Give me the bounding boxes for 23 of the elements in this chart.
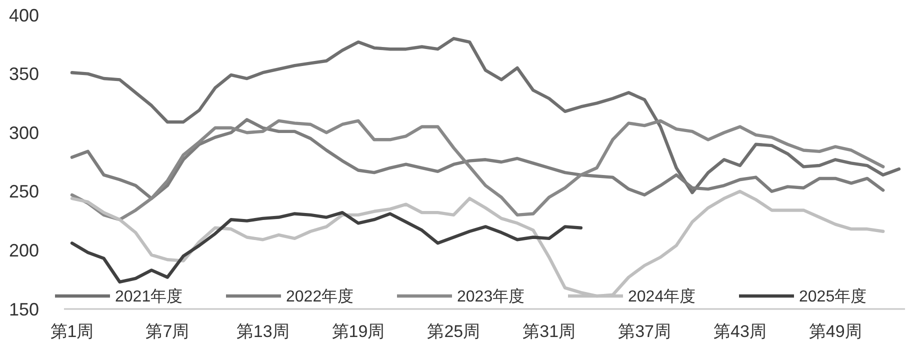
line-series	[70, 119, 885, 222]
legend-label: 2022年度	[286, 288, 354, 306]
legend-label: 2024年度	[628, 288, 696, 306]
x-tick-label: 第43周	[714, 322, 766, 341]
legend-label: 2025年度	[799, 288, 867, 306]
x-tick-label: 第13周	[236, 322, 290, 341]
line-series	[70, 210, 583, 284]
x-tick-label: 第19周	[332, 322, 385, 341]
y-tick-label: 350	[8, 64, 40, 84]
y-tick-label: 200	[8, 240, 40, 260]
line-series	[70, 36, 901, 194]
legend-label: 2021年度	[115, 288, 183, 306]
y-tick-label: 400	[8, 5, 40, 26]
x-tick-label: 第49周	[808, 322, 862, 341]
y-tick-label: 250	[8, 182, 40, 202]
y-tick-label: 150	[8, 299, 40, 320]
x-tick-label: 第31周	[522, 322, 576, 341]
x-tick-label: 第37周	[618, 322, 671, 341]
x-tick-label: 第1周	[50, 322, 94, 341]
legend-label: 2023年度	[457, 288, 525, 306]
x-tick-label: 第7周	[146, 322, 190, 341]
y-tick-label: 300	[8, 122, 40, 143]
x-tick-label: 第25周	[427, 322, 480, 341]
